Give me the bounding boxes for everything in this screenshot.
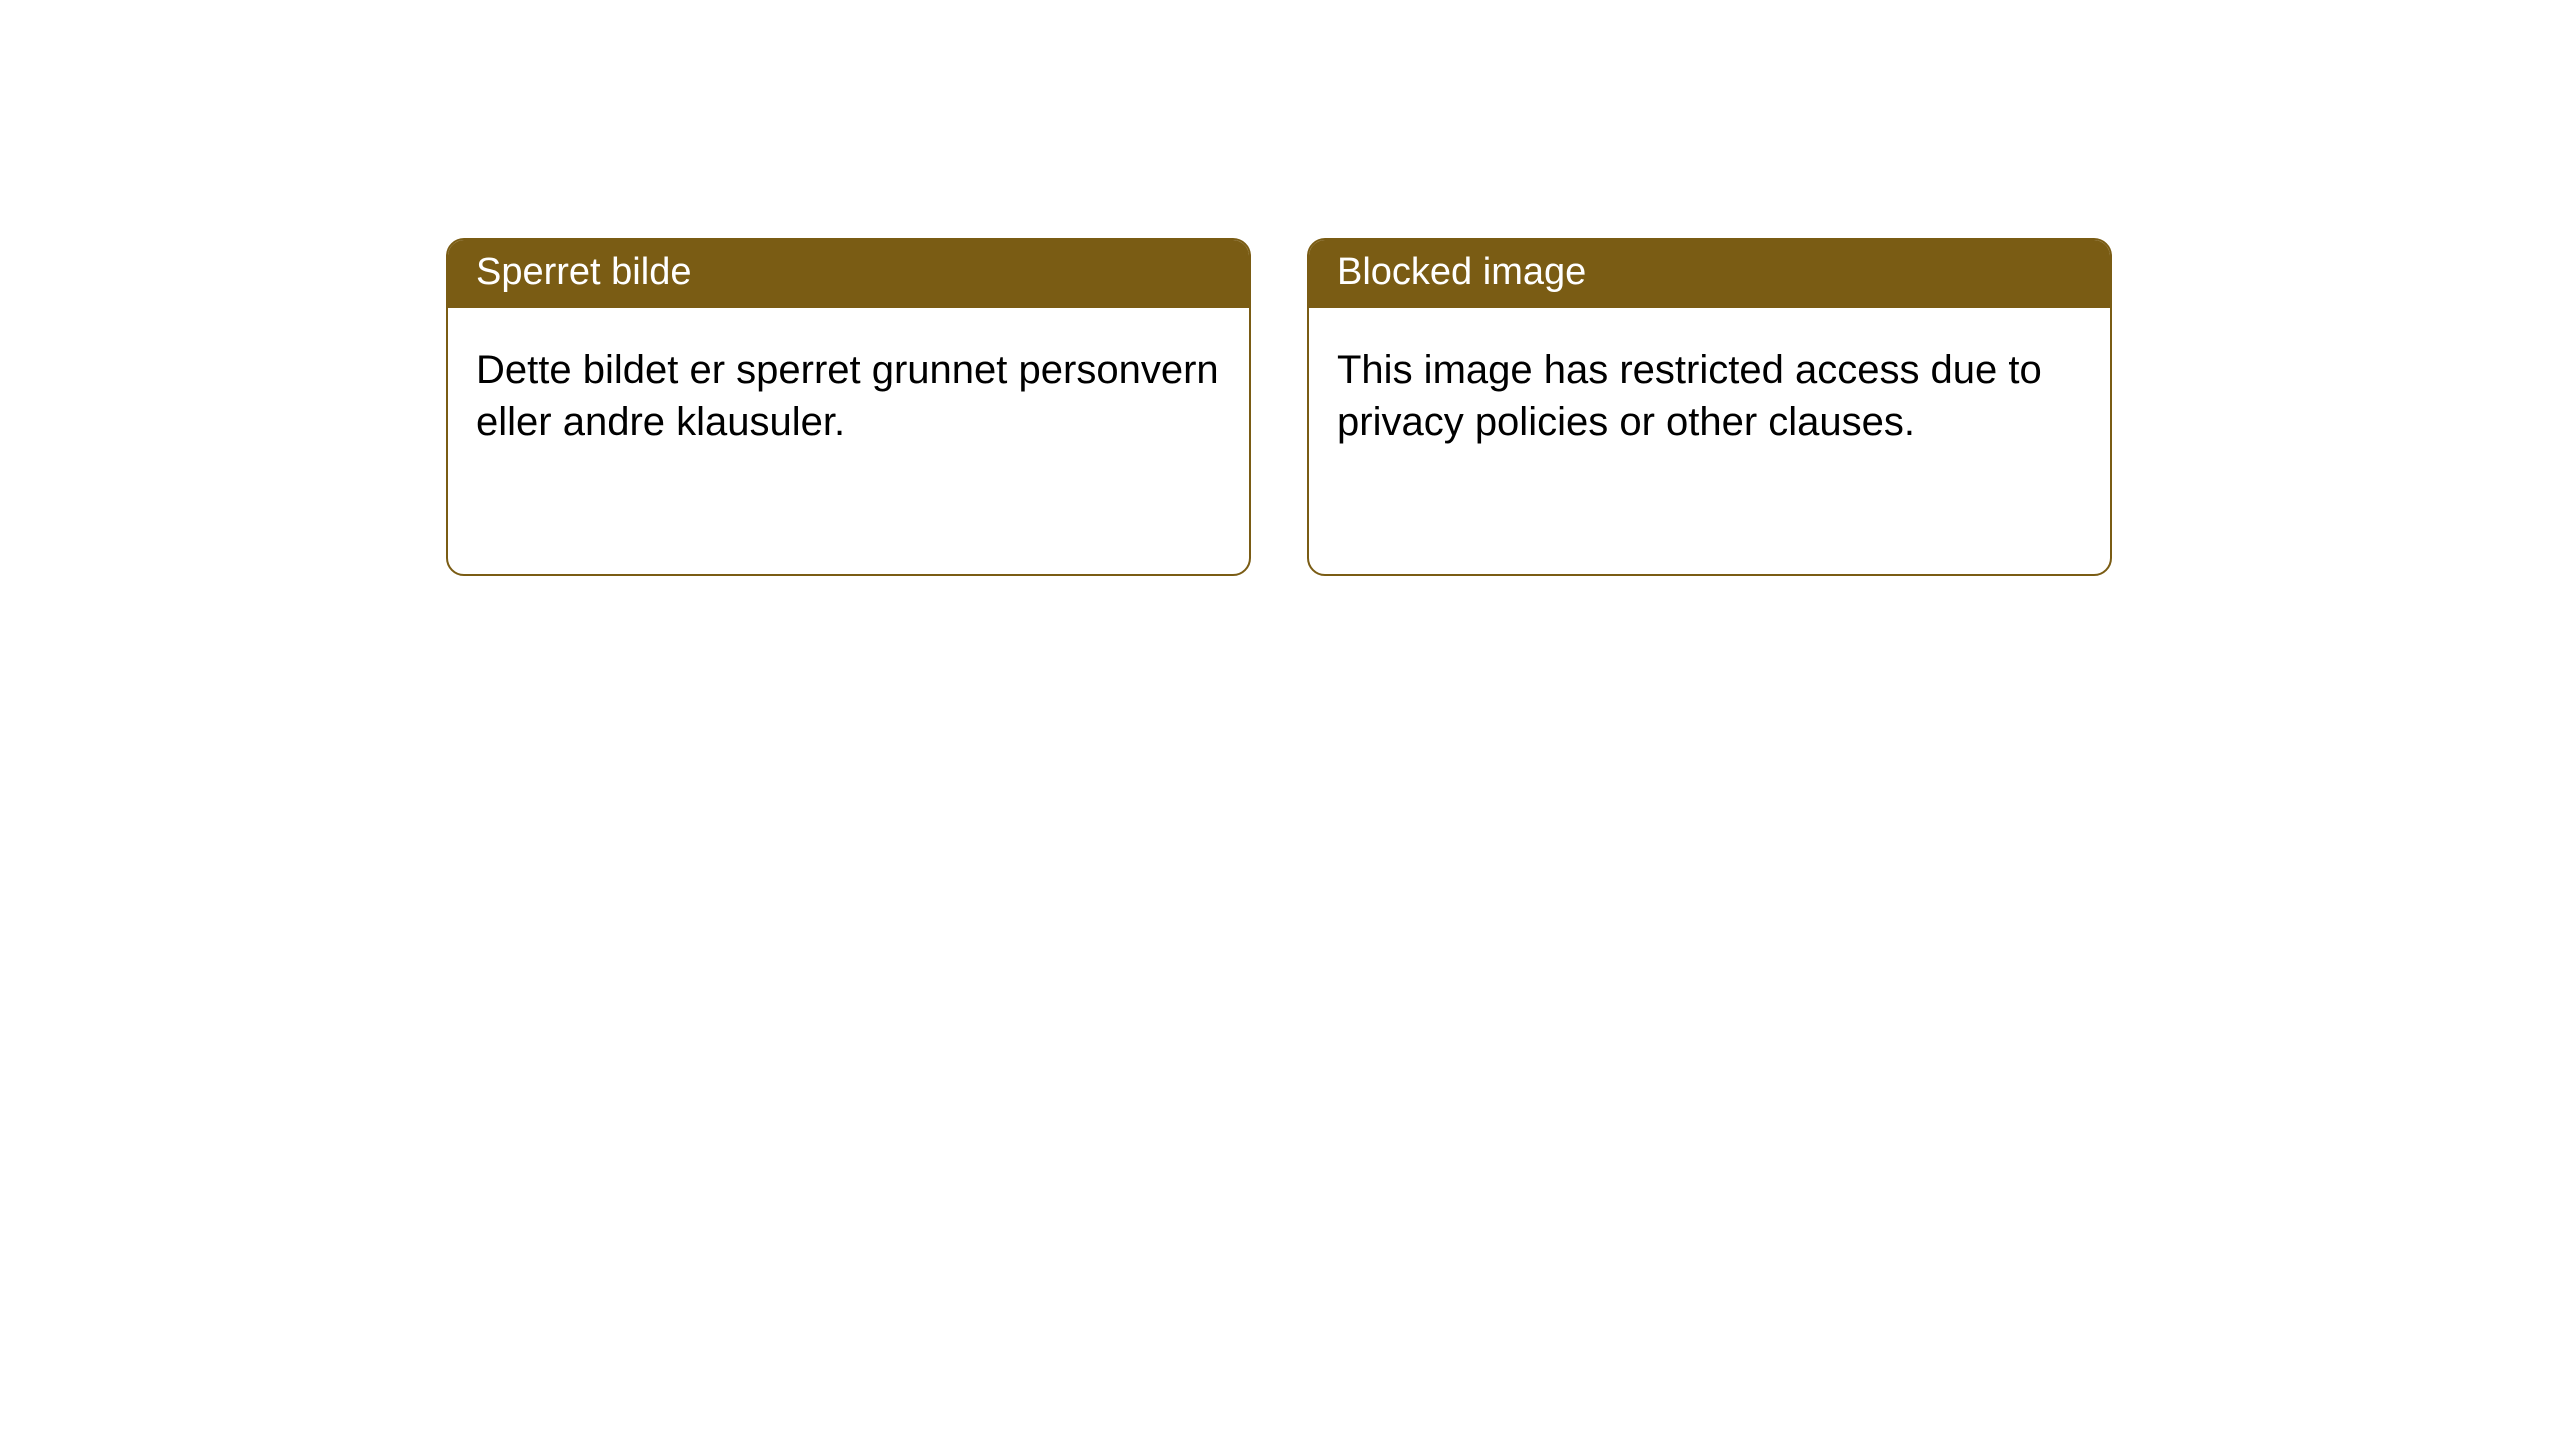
notice-header: Blocked image bbox=[1309, 240, 2110, 308]
notice-text: Dette bildet er sperret grunnet personve… bbox=[476, 348, 1219, 445]
notice-card-norwegian: Sperret bilde Dette bildet er sperret gr… bbox=[446, 238, 1251, 576]
notice-header: Sperret bilde bbox=[448, 240, 1249, 308]
notice-container: Sperret bilde Dette bildet er sperret gr… bbox=[0, 0, 2560, 576]
notice-body: Dette bildet er sperret grunnet personve… bbox=[448, 308, 1249, 478]
notice-title: Blocked image bbox=[1337, 251, 1586, 293]
notice-body: This image has restricted access due to … bbox=[1309, 308, 2110, 478]
notice-card-english: Blocked image This image has restricted … bbox=[1307, 238, 2112, 576]
notice-title: Sperret bilde bbox=[476, 251, 691, 293]
notice-text: This image has restricted access due to … bbox=[1337, 348, 2042, 445]
